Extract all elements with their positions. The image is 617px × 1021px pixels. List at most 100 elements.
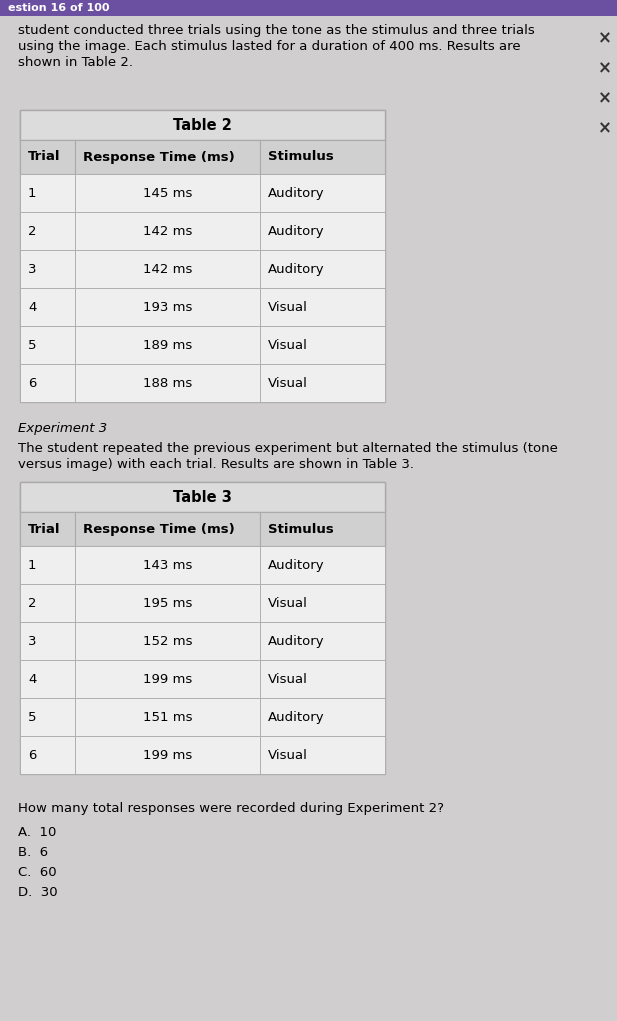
Text: A.  10: A. 10 (18, 826, 56, 839)
Text: estion 16 of 100: estion 16 of 100 (8, 3, 109, 13)
Text: 5: 5 (28, 711, 36, 724)
Bar (20, 326, 75, 364)
Text: 3: 3 (28, 634, 36, 647)
Bar (75, 546, 260, 584)
Bar (260, 584, 385, 622)
Text: How many total responses were recorded during Experiment 2?: How many total responses were recorded d… (18, 803, 444, 815)
Bar (20, 584, 75, 622)
Bar (20, 482, 385, 774)
Bar (75, 622, 260, 660)
Text: 1: 1 (28, 187, 36, 199)
Text: Visual: Visual (268, 377, 308, 389)
Bar (260, 174, 385, 212)
Text: Trial: Trial (28, 523, 60, 535)
Text: Auditory: Auditory (268, 711, 325, 724)
Text: Response Time (ms): Response Time (ms) (83, 150, 234, 163)
Bar (260, 288, 385, 326)
Text: using the image. Each stimulus lasted for a duration of 400 ms. Results are: using the image. Each stimulus lasted fo… (18, 40, 521, 53)
Bar (75, 212, 260, 250)
Bar (0, 0, 617, 16)
Text: 3: 3 (28, 262, 36, 276)
Bar (75, 584, 260, 622)
Text: 1: 1 (28, 558, 36, 572)
Bar (260, 660, 385, 698)
Bar (260, 364, 385, 402)
Text: Auditory: Auditory (268, 187, 325, 199)
Bar (75, 140, 260, 174)
Bar (20, 140, 75, 174)
Text: 4: 4 (28, 300, 36, 313)
Bar (20, 288, 75, 326)
Text: C.  60: C. 60 (18, 866, 57, 879)
Bar (20, 174, 75, 212)
Text: Visual: Visual (268, 748, 308, 762)
Text: Stimulus: Stimulus (268, 150, 334, 163)
Text: Auditory: Auditory (268, 558, 325, 572)
Text: 193 ms: 193 ms (143, 300, 192, 313)
Bar (260, 212, 385, 250)
Text: B.  6: B. 6 (18, 846, 48, 859)
Text: versus image) with each trial. Results are shown in Table 3.: versus image) with each trial. Results a… (18, 458, 414, 471)
Text: ×: × (598, 119, 612, 137)
Bar (75, 174, 260, 212)
Text: D.  30: D. 30 (18, 886, 57, 900)
Bar (75, 326, 260, 364)
Bar (20, 110, 385, 140)
Text: Table 2: Table 2 (173, 117, 232, 133)
Bar (75, 736, 260, 774)
Text: Visual: Visual (268, 300, 308, 313)
Text: 145 ms: 145 ms (143, 187, 192, 199)
Bar (20, 250, 75, 288)
Bar (260, 546, 385, 584)
Text: 2: 2 (28, 225, 36, 238)
Bar (260, 512, 385, 546)
Text: Auditory: Auditory (268, 634, 325, 647)
Text: Auditory: Auditory (268, 262, 325, 276)
Bar (20, 660, 75, 698)
Text: ×: × (598, 59, 612, 77)
Bar (75, 288, 260, 326)
Text: 6: 6 (28, 748, 36, 762)
Text: Trial: Trial (28, 150, 60, 163)
Text: ×: × (598, 89, 612, 107)
Text: 151 ms: 151 ms (143, 711, 193, 724)
Text: 199 ms: 199 ms (143, 748, 192, 762)
Text: 152 ms: 152 ms (143, 634, 193, 647)
Text: 2: 2 (28, 596, 36, 610)
Bar (75, 660, 260, 698)
Bar (260, 698, 385, 736)
Bar (20, 212, 75, 250)
Text: 199 ms: 199 ms (143, 673, 192, 685)
Bar (20, 698, 75, 736)
Text: Auditory: Auditory (268, 225, 325, 238)
Bar (20, 546, 75, 584)
Text: shown in Table 2.: shown in Table 2. (18, 56, 133, 69)
Text: Stimulus: Stimulus (268, 523, 334, 535)
Bar (260, 250, 385, 288)
Text: 195 ms: 195 ms (143, 596, 192, 610)
Bar (75, 364, 260, 402)
Bar (75, 250, 260, 288)
Text: Visual: Visual (268, 673, 308, 685)
Bar (20, 512, 75, 546)
Bar (260, 140, 385, 174)
Text: Experiment 3: Experiment 3 (18, 422, 107, 435)
Text: Table 3: Table 3 (173, 489, 232, 504)
Bar (20, 622, 75, 660)
Bar (260, 736, 385, 774)
Text: 142 ms: 142 ms (143, 225, 192, 238)
Bar (75, 698, 260, 736)
Bar (20, 364, 75, 402)
Bar (260, 622, 385, 660)
Text: 4: 4 (28, 673, 36, 685)
Text: 143 ms: 143 ms (143, 558, 192, 572)
Bar (20, 110, 385, 402)
Text: 142 ms: 142 ms (143, 262, 192, 276)
Text: 188 ms: 188 ms (143, 377, 192, 389)
Text: 6: 6 (28, 377, 36, 389)
Text: 5: 5 (28, 339, 36, 351)
Bar (260, 326, 385, 364)
Bar (20, 482, 385, 512)
Text: The student repeated the previous experiment but alternated the stimulus (tone: The student repeated the previous experi… (18, 442, 558, 455)
Text: student conducted three trials using the tone as the stimulus and three trials: student conducted three trials using the… (18, 25, 535, 37)
